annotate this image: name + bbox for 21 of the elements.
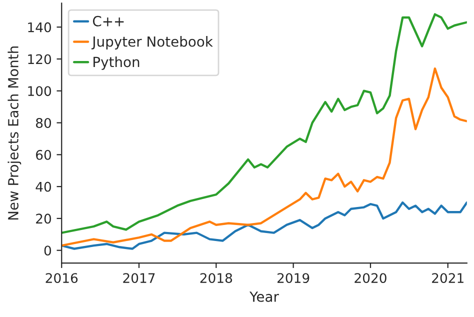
x-tick-label: 2021 <box>432 273 464 284</box>
x-axis-title: Year <box>250 292 279 302</box>
x-tick-label: 2017 <box>123 273 155 284</box>
line-series <box>62 13 467 234</box>
legend-label: Python <box>94 56 140 70</box>
x-tick-label: 2018 <box>200 273 232 284</box>
x-tick-label: 2020 <box>354 273 386 284</box>
y-axis-title: New Projects Each Month <box>8 46 22 220</box>
y-tick-label: 120 <box>28 54 52 64</box>
y-tick-label: 140 <box>28 22 52 32</box>
legend-label: C++ <box>92 16 124 26</box>
x-tick-label: 2019 <box>278 273 310 284</box>
y-tick-label: 0 <box>44 246 52 256</box>
y-tick-label: 100 <box>28 86 52 96</box>
legend-label: Jupyter Notebook <box>91 36 213 50</box>
y-tick-label: 40 <box>36 182 52 192</box>
line-series <box>62 201 467 250</box>
y-tick-label: 60 <box>36 150 52 160</box>
y-tick-label: 20 <box>36 214 52 224</box>
x-tick-label: 2016 <box>46 273 78 284</box>
y-tick-label: 80 <box>36 118 52 128</box>
